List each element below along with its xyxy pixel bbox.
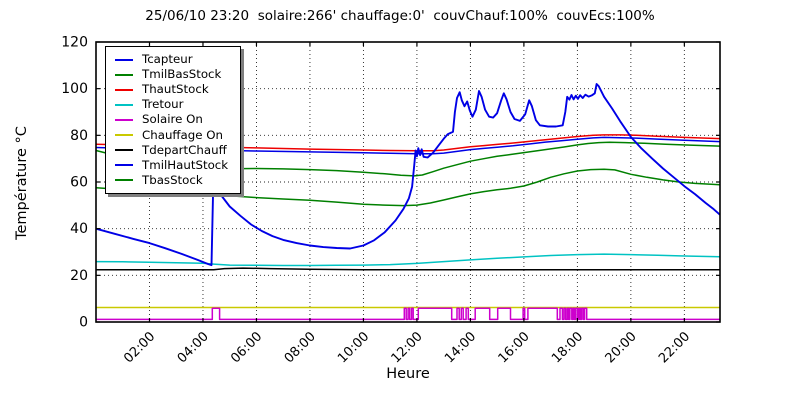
legend-swatch [115, 118, 133, 121]
legend-swatch [115, 103, 133, 106]
legend-label: Tretour [142, 97, 184, 112]
legend-swatch [115, 58, 133, 61]
x-tick-label: 04:00 [175, 329, 212, 366]
x-tick-label: 12:00 [389, 329, 426, 366]
legend-swatch [115, 73, 133, 76]
x-tick-label: 06:00 [228, 329, 265, 366]
legend: Tcapteur TmilBasStock ThautStock Tretour Sol… [105, 46, 242, 194]
y-tick-label: 80 [70, 128, 88, 144]
x-tick-label: 14:00 [442, 329, 479, 366]
legend-label: TmilBasStock [142, 67, 222, 82]
x-tick-label: 20:00 [603, 329, 640, 366]
legend-item-chauffage-on: Chauffage On [115, 127, 228, 142]
y-tick-label: 40 [70, 221, 88, 237]
series-line-tdepartchauff [96, 267, 720, 271]
legend-label: TbasStock [142, 172, 203, 187]
legend-swatch [115, 88, 133, 91]
legend-item-solaire-on: Solaire On [115, 112, 228, 127]
series-line-tcapteur [95, 83, 721, 267]
y-axis-label: Température °C [14, 126, 30, 240]
legend-swatch [115, 179, 133, 182]
series-line-thautstock [95, 134, 720, 152]
legend-item-tretour: Tretour [115, 97, 228, 112]
legend-label: ThautStock [142, 82, 209, 97]
legend-item-thautstock: ThautStock [115, 82, 228, 97]
legend-label: Tcapteur [142, 52, 193, 67]
legend-item-tmilbasstock: TmilBasStock [115, 67, 228, 82]
legend-label: Chauffage On [142, 127, 224, 142]
legend-item-tcapteur: Tcapteur [115, 52, 228, 67]
y-tick-label: 60 [70, 175, 88, 191]
y-tick-label: 20 [70, 268, 88, 284]
chart-title: 25/06/10 23:20 solaire:266' chauffage:0'… [145, 8, 655, 24]
legend-swatch [115, 164, 133, 167]
x-tick-label: 18:00 [549, 329, 586, 366]
legend-swatch [115, 134, 133, 137]
y-tick-label: 0 [79, 315, 88, 331]
legend-item-tbasstock: TbasStock [115, 173, 228, 188]
series-line-tmilhautstock [95, 136, 720, 155]
legend-item-tdepartchauff: TdepartChauff [115, 143, 228, 158]
legend-label: Solaire On [142, 112, 203, 127]
legend-swatch [115, 149, 133, 152]
x-tick-label: 02:00 [121, 329, 158, 366]
x-tick-label: 10:00 [335, 329, 372, 366]
legend-label: TdepartChauff [142, 142, 227, 157]
x-tick-label: 22:00 [656, 329, 693, 366]
series-line-tretour [95, 253, 720, 267]
y-tick-label: 120 [61, 35, 88, 51]
x-axis-label: Heure [386, 366, 430, 382]
series-line-solaire-on [96, 307, 720, 321]
y-tick-label: 100 [61, 81, 88, 97]
legend-item-tmilhautstock: TmilHautStock [115, 158, 228, 173]
legend-label: TmilHautStock [142, 157, 229, 172]
series-line-tbasstock [95, 168, 720, 207]
x-tick-label: 16:00 [496, 329, 533, 366]
x-tick-label: 08:00 [282, 329, 319, 366]
